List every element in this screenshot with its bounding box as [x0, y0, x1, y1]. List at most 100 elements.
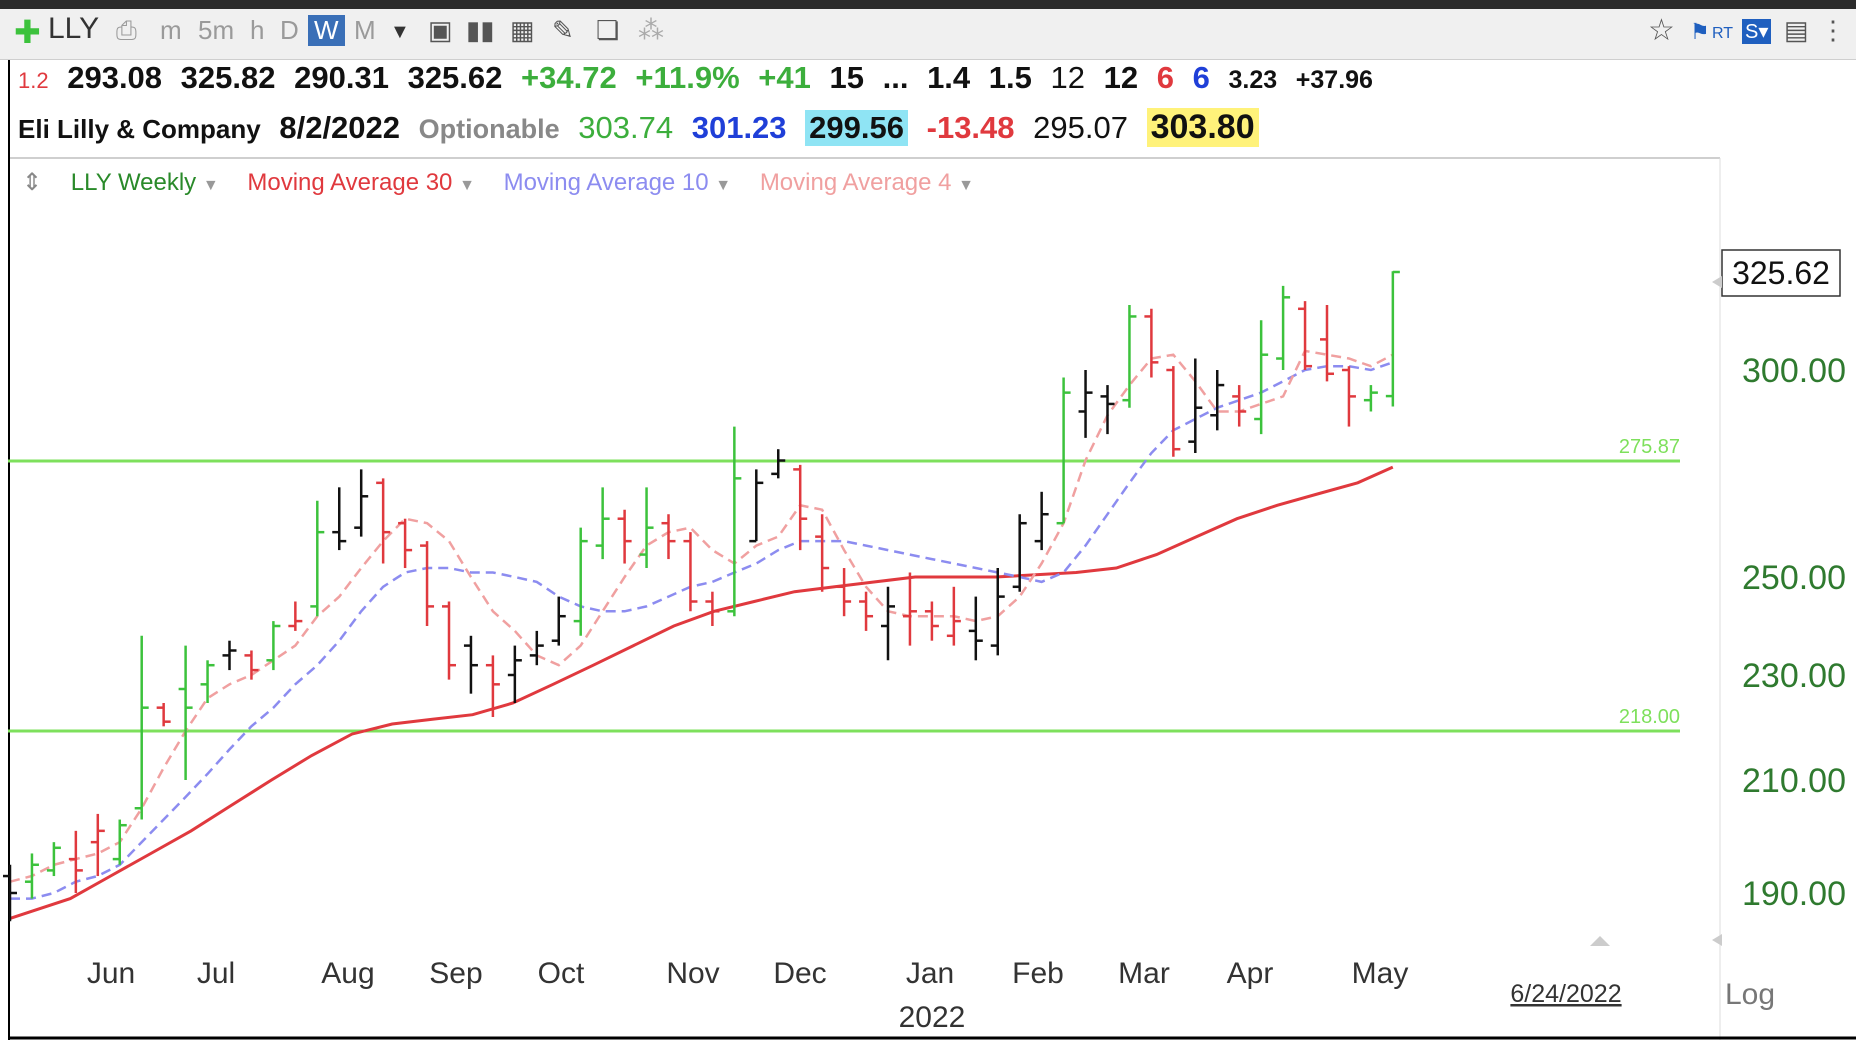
- ohlc-bar: [968, 596, 983, 661]
- x-month-label: Sep: [429, 957, 482, 990]
- chevron-down-icon[interactable]: ▼: [958, 177, 975, 194]
- chevron-down-icon[interactable]: ▼: [459, 177, 475, 194]
- scroll-up-icon[interactable]: [1590, 936, 1610, 946]
- symbol-box[interactable]: LLY: [48, 12, 100, 45]
- ohlc-bar: [1210, 370, 1225, 431]
- value-8: 3.23: [1228, 66, 1278, 94]
- chevron-down-icon[interactable]: ▼: [715, 177, 732, 194]
- price-4: -13.48: [926, 110, 1015, 145]
- more-icon[interactable]: ⋮: [1820, 15, 1846, 45]
- x-month-label: Mar: [1118, 957, 1170, 990]
- ohlc-bar: [112, 819, 127, 865]
- x-month-label: Apr: [1227, 957, 1274, 990]
- bar-chart-icon[interactable]: ▮▮: [466, 15, 495, 45]
- x-month-label: Oct: [538, 957, 585, 990]
- value-3: 1.5: [988, 60, 1032, 95]
- ohlc-bar: [815, 514, 830, 592]
- interval-day[interactable]: D: [280, 15, 299, 45]
- legend-ma10[interactable]: Moving Average 10 ▼: [504, 169, 732, 196]
- ma4-line: [9, 349, 1394, 883]
- ohlc-bar: [420, 541, 435, 626]
- interval-5minute[interactable]: 5m: [198, 15, 235, 45]
- chevron-down-icon[interactable]: ▼: [390, 21, 410, 43]
- ohlc-bar: [859, 591, 874, 631]
- interval-month[interactable]: M: [354, 15, 376, 45]
- ohlc-bar: [398, 518, 413, 569]
- rt-icon: RT: [1712, 25, 1734, 42]
- share-icon[interactable]: ⁂: [638, 15, 664, 45]
- ohlc-bar: [200, 660, 215, 703]
- x-month-label: Nov: [666, 957, 719, 990]
- y-tick-label: 300.00: [1742, 352, 1846, 390]
- add-icon[interactable]: ✚: [14, 14, 41, 50]
- price-3: 299.56: [805, 110, 908, 146]
- ohlc-bar: [442, 601, 456, 680]
- ohlc-bar: [1122, 304, 1137, 408]
- ohlc-bar: [1144, 308, 1159, 378]
- legend-series[interactable]: LLY Weekly ▼: [71, 169, 219, 196]
- ohlc-bar: [68, 830, 83, 893]
- x-month-label: Feb: [1012, 957, 1064, 990]
- value-2: 1.4: [927, 60, 971, 95]
- ohlc-bar: [1276, 285, 1291, 370]
- value-5: 12: [1103, 60, 1139, 95]
- x-month-label: Dec: [773, 957, 826, 990]
- x-month-label: Aug: [321, 957, 374, 990]
- ohlc-bar: [793, 464, 808, 551]
- ohlc-bar: [266, 621, 281, 671]
- y-tick-label: 250.00: [1742, 559, 1846, 597]
- legend-ma4[interactable]: Moving Average 4 ▼: [760, 169, 974, 196]
- ohlc-bar: [881, 586, 895, 661]
- company-name: Eli Lilly & Company: [18, 114, 261, 144]
- ohlc-bar: [1320, 304, 1334, 382]
- change-value: +34.72: [521, 60, 617, 95]
- interval-hour[interactable]: h: [250, 15, 265, 45]
- low-value: 290.31: [294, 60, 389, 95]
- interval-minute[interactable]: m: [160, 15, 182, 45]
- hline-label-0: 275.87: [1619, 436, 1680, 458]
- x-month-label: Jun: [87, 957, 135, 990]
- x-month-label: May: [1352, 957, 1409, 990]
- ohlc-bar: [1034, 491, 1049, 551]
- grid-icon[interactable]: ▦: [510, 15, 535, 45]
- print-icon[interactable]: ⎙: [116, 15, 137, 45]
- optionable-label: Optionable: [418, 114, 560, 144]
- s-menu-icon[interactable]: S▾: [1742, 19, 1772, 44]
- price-2: 301.23: [691, 110, 787, 145]
- chevron-down-icon[interactable]: ▼: [202, 177, 219, 194]
- layout-icon[interactable]: ❏: [596, 15, 620, 45]
- quote-line-1: 1.2 293.08 325.82 290.31 325.62 +34.72 +…: [18, 60, 1383, 96]
- log-scale-toggle[interactable]: Log: [1725, 978, 1775, 1011]
- left-edge: [0, 60, 10, 1040]
- drag-handle-icon[interactable]: ⇕: [22, 169, 43, 196]
- flag-rt-icon[interactable]: ⚑: [1690, 19, 1710, 44]
- ohlc-bar: [946, 586, 961, 646]
- ohlc-bar: [288, 601, 303, 631]
- save-icon[interactable]: ▤: [1784, 15, 1809, 45]
- scroll-left-icon[interactable]: [1712, 934, 1722, 946]
- ohlc-bar: [595, 487, 610, 560]
- ohlc-bar: [551, 596, 566, 646]
- x-year-label: 2022: [899, 1001, 966, 1034]
- ohlc-bar: [24, 853, 39, 899]
- ohlc-bar: [705, 591, 720, 626]
- value-1: 15: [829, 60, 864, 95]
- ohlc-bar: [244, 650, 259, 680]
- legend-ma4-label: Moving Average 4: [759, 169, 952, 196]
- chart-type-icon[interactable]: ▣: [428, 15, 453, 45]
- close-value: 325.62: [407, 60, 503, 95]
- ratio-value: 1.2: [18, 68, 49, 93]
- star-icon[interactable]: ☆: [1648, 14, 1675, 47]
- interval-week[interactable]: W: [308, 15, 345, 46]
- last-price-box: [1721, 249, 1841, 297]
- ohlc-bar: [573, 527, 588, 636]
- legend-ma30[interactable]: Moving Average 30 ▼: [247, 169, 475, 196]
- ohlc-bar: [178, 645, 193, 780]
- price-pointer-icon: [1712, 276, 1722, 288]
- ohlc-bar: [727, 426, 742, 617]
- ohlc-bar: [354, 469, 369, 537]
- ohlc-bar: [990, 568, 1005, 656]
- open-value: 293.08: [67, 60, 163, 95]
- draw-icon[interactable]: ✎: [552, 15, 574, 45]
